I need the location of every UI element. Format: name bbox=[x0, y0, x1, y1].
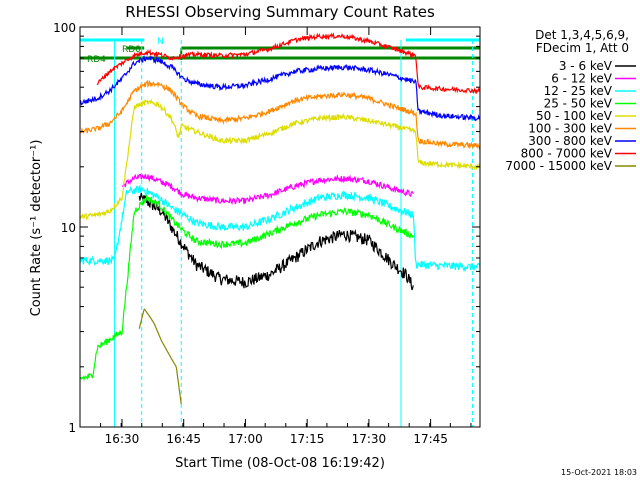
legend-header: Det 1,3,4,5,6,9, bbox=[535, 28, 629, 42]
footer-timestamp: 15-Oct-2021 18:03 bbox=[561, 468, 637, 477]
y-axis-label: Count Rate (s⁻¹ detector⁻¹) bbox=[29, 140, 44, 317]
flag-label-n: N bbox=[157, 37, 164, 47]
x-tick-label: 17:00 bbox=[228, 432, 263, 446]
flag-label-rd4: RD4 bbox=[87, 55, 106, 65]
x-tick-label: 17:45 bbox=[413, 432, 448, 446]
flag-label-rd0: RD0 bbox=[122, 45, 141, 55]
series-line bbox=[138, 192, 414, 291]
plot-area bbox=[80, 27, 480, 427]
legend-label: 300 - 800 keV bbox=[528, 134, 612, 148]
y-tick-label: 100 bbox=[53, 21, 76, 35]
series-line bbox=[79, 79, 481, 151]
legend-label: 50 - 100 keV bbox=[536, 109, 613, 123]
x-tick-label: 16:30 bbox=[105, 432, 140, 446]
axes: 16:30 16:45 17:00 17:15 17:30 17:45 1 10 100 bbox=[53, 21, 481, 446]
legend-label: 100 - 300 keV bbox=[528, 122, 612, 136]
legend-label: 800 - 7000 keV bbox=[521, 147, 613, 161]
x-tick-label: 17:30 bbox=[352, 432, 387, 446]
series-line bbox=[79, 98, 481, 221]
chart-title: RHESSI Observing Summary Count Rates bbox=[125, 3, 435, 21]
legend-label: 3 - 6 keV bbox=[559, 59, 613, 73]
legend-label: 6 - 12 keV bbox=[551, 72, 613, 86]
x-axis-label: Start Time (08-Oct-08 16:19:42) bbox=[175, 456, 385, 471]
legend-label: 25 - 50 keV bbox=[544, 97, 613, 111]
legend-header: FDecim 1, Att 0 bbox=[536, 41, 629, 55]
legend-label: 12 - 25 keV bbox=[544, 84, 613, 98]
x-tick-label: 17:15 bbox=[290, 432, 325, 446]
series-line bbox=[79, 195, 414, 382]
series-layer bbox=[79, 32, 481, 405]
series-line bbox=[121, 173, 414, 206]
legend-label: 7000 - 15000 keV bbox=[505, 159, 612, 173]
mode-flags: N RD0 RD4 bbox=[80, 37, 480, 65]
series-line bbox=[79, 184, 481, 273]
y-tick-label: 10 bbox=[61, 221, 76, 235]
y-tick-label: 1 bbox=[68, 421, 76, 435]
series-line bbox=[96, 32, 481, 95]
legend: Det 1,3,4,5,6,9, FDecim 1, Att 0 3 - 6 k… bbox=[505, 28, 636, 173]
series-line bbox=[138, 308, 182, 405]
x-tick-label: 16:45 bbox=[166, 432, 201, 446]
series-line bbox=[79, 54, 481, 122]
plot-background bbox=[80, 27, 480, 427]
